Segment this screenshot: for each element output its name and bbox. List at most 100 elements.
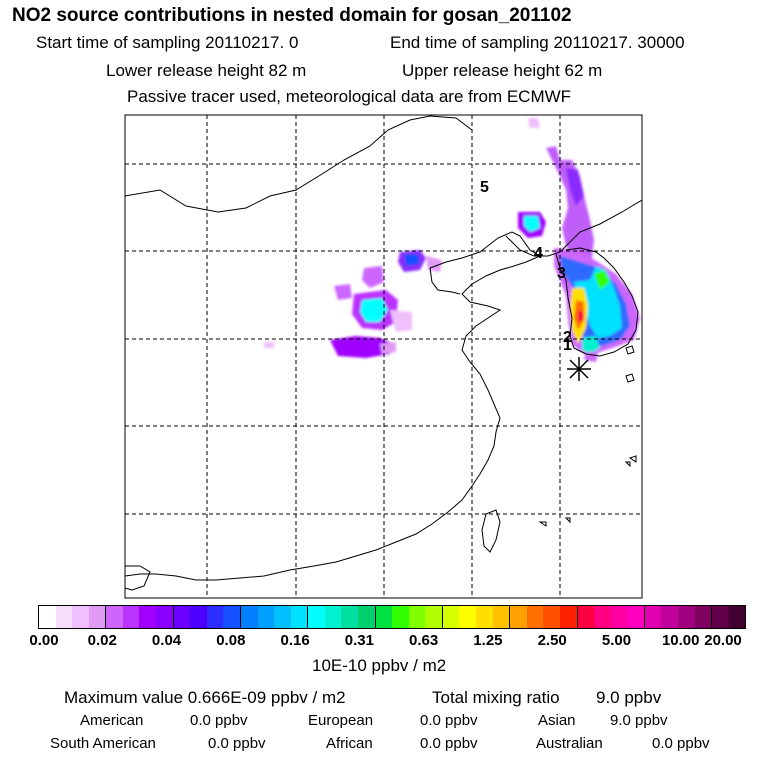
marker-3: 3 xyxy=(557,265,566,282)
lower-release-height: Lower release height 82 m xyxy=(106,61,307,80)
maximum-value: Maximum value 0.666E-09 ppbv / m2 xyxy=(64,688,346,707)
colorbar-tick-label: 0.00 xyxy=(29,632,59,649)
colorbar-cell xyxy=(274,606,291,628)
plume-shanxi-purple xyxy=(362,266,384,288)
plume-taiyuan-purple xyxy=(334,284,352,300)
region-name-african: African xyxy=(326,735,373,752)
region-name-south-american: South American xyxy=(50,735,156,752)
colorbar-tick-label: 2.50 xyxy=(537,632,567,649)
colorbar-tick-label: 0.63 xyxy=(409,632,439,649)
plume-north-core xyxy=(566,168,584,206)
colorbar-cell xyxy=(88,606,107,628)
colorbar-cell xyxy=(459,606,477,628)
marker-2: 2 xyxy=(563,329,572,346)
start-time-label: Start time of sampling 20110217. 0 xyxy=(36,33,299,52)
total-mixing-ratio-value: 9.0 ppbv xyxy=(596,688,662,707)
japan-islands xyxy=(538,345,637,527)
colorbar-cell xyxy=(644,606,662,628)
colorbar-tick-label: 1.25 xyxy=(473,632,503,649)
colorbar-tick-label: 10.00 xyxy=(661,632,700,649)
total-mixing-ratio-label: Total mixing ratio xyxy=(432,688,560,707)
marker-1: 1 xyxy=(563,337,572,354)
colorbar-cell xyxy=(543,606,560,628)
korea-coast xyxy=(555,247,639,357)
colorbar-cell xyxy=(240,606,258,628)
colorbar-cell xyxy=(559,606,578,628)
plume-dot xyxy=(264,342,274,348)
figure-title: NO2 source contributions in nested domai… xyxy=(12,5,572,26)
colorbar-cell xyxy=(677,606,695,628)
plume-korea-red xyxy=(578,310,584,322)
colorbar-cell xyxy=(308,606,325,628)
colorbar-cell xyxy=(712,606,729,628)
lat-lon-grid xyxy=(125,115,642,598)
region-value-australian: 0.0 ppbv xyxy=(652,735,710,752)
colorbar-cell xyxy=(728,606,746,628)
plume-north-korea-coast xyxy=(546,146,594,262)
region-name-asian: Asian xyxy=(538,712,576,729)
receptor-star-icon xyxy=(567,357,591,381)
plume-lower-korea-cyan xyxy=(582,336,600,354)
colorbar-cell xyxy=(173,606,191,628)
colorbar-cell xyxy=(526,606,544,628)
colorbar-cell xyxy=(190,606,207,628)
region-name-australian: Australian xyxy=(536,735,603,752)
colorbar-cell xyxy=(39,606,56,628)
taiwan xyxy=(481,509,501,553)
inner-mongolia-border xyxy=(125,115,473,213)
colorbar-cell xyxy=(122,606,140,628)
colorbar-cell xyxy=(594,606,611,628)
colorbar-tick-label: 0.31 xyxy=(344,632,374,649)
bohai-coast xyxy=(125,231,542,581)
colorbar-cell xyxy=(425,606,443,628)
colorbar-cell xyxy=(139,606,157,628)
plume-far-north xyxy=(528,118,540,128)
region-value-european: 0.0 ppbv xyxy=(420,712,478,729)
colorbar-cell xyxy=(324,606,342,628)
tracer-info: Passive tracer used, meteorological data… xyxy=(127,87,572,106)
colorbar-cell xyxy=(476,606,493,628)
marker-5: 5 xyxy=(480,179,489,196)
colorbar-cell xyxy=(577,606,595,628)
colorbar-cell xyxy=(55,606,73,628)
colorbar xyxy=(38,605,746,629)
colorbar-unit: 10E-10 ppbv / m2 xyxy=(312,656,447,675)
plume-shijiazhuang-cyan xyxy=(360,298,388,322)
plume-henan-purple xyxy=(330,336,394,358)
colorbar-cell xyxy=(257,606,275,628)
colorbar-cell xyxy=(375,606,393,628)
region-name-european: European xyxy=(308,712,374,729)
colorbar-cell xyxy=(357,606,376,628)
colorbar-tick-label: 20.00 xyxy=(704,632,742,649)
colorbar-cell xyxy=(610,606,628,628)
region-value-american: 0.0 ppbv xyxy=(190,712,248,729)
hainan-coast xyxy=(125,565,151,591)
plume-korea-green xyxy=(594,270,610,290)
colorbar-cell xyxy=(694,606,713,628)
end-time-label: End time of sampling 20110217. 30000 xyxy=(390,33,685,52)
colorbar-cell xyxy=(72,606,89,628)
colorbar-cell xyxy=(156,606,174,628)
hebei-coast xyxy=(429,267,461,295)
plume-dalian-cyan xyxy=(524,216,540,232)
colorbar-cell xyxy=(627,606,645,628)
upper-release-height: Upper release height 62 m xyxy=(402,61,603,80)
plume-shijiazhuang-light xyxy=(390,310,412,332)
colorbar-cell xyxy=(392,606,409,628)
marker-4: 4 xyxy=(534,245,543,262)
region-value-south-american: 0.0 ppbv xyxy=(208,735,266,752)
colorbar-cell xyxy=(492,606,511,628)
colorbar-cell xyxy=(341,606,358,628)
region-value-african: 0.0 ppbv xyxy=(420,735,478,752)
colorbar-tick-label: 0.04 xyxy=(151,632,182,649)
colorbar-tick-label: 0.08 xyxy=(216,632,246,649)
colorbar-cell xyxy=(223,606,241,628)
colorbar-tick-label: 0.16 xyxy=(280,632,310,649)
colorbar-cell xyxy=(661,606,678,628)
plume-tianjin-blue xyxy=(404,254,420,266)
colorbar-cell xyxy=(206,606,224,628)
colorbar-tick-label: 5.00 xyxy=(601,632,632,649)
colorbar-tick-label: 0.02 xyxy=(87,632,117,649)
coastlines xyxy=(125,115,642,591)
